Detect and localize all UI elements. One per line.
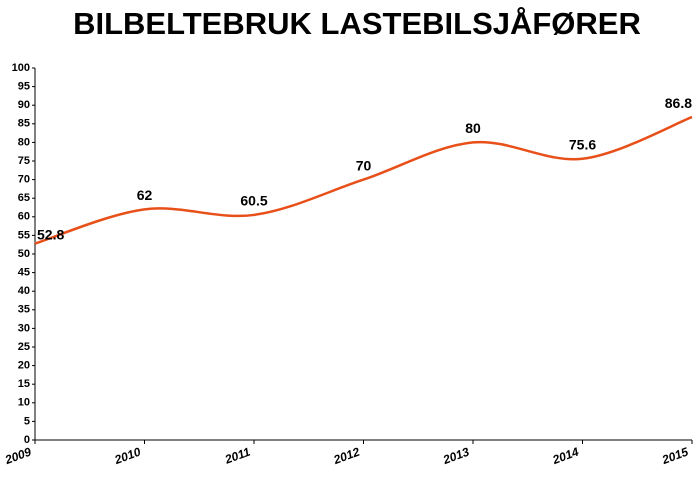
y-tick-label: 65 (18, 192, 30, 204)
data-label: 70 (356, 157, 372, 173)
x-tick-label: 2009 (2, 445, 33, 468)
line (34, 115, 693, 245)
y-tick-label: 15 (18, 378, 30, 390)
y-tick-label: 5 (24, 415, 30, 427)
data-label: 86.8 (665, 95, 692, 111)
chart-title: BILBELTEBRUK LASTEBILSJÅFØRER (73, 6, 641, 41)
y-tick-label: 80 (18, 136, 30, 148)
data-label: 80 (465, 120, 481, 136)
y-tick-label: 50 (18, 248, 30, 260)
data-label: 52.8 (37, 226, 64, 242)
y-tick-label: 20 (18, 360, 30, 372)
y-tick-label: 60 (18, 211, 30, 223)
x-tick-label: 2010 (112, 445, 143, 468)
y-tick-label: 0 (24, 434, 30, 446)
x-tick-label: 2015 (659, 445, 690, 468)
y-tick-label: 90 (18, 99, 30, 111)
data-label: 75.6 (569, 136, 596, 152)
x-tick-label: 2014 (550, 445, 581, 468)
y-tick-label: 55 (18, 229, 30, 241)
y-tick-label: 10 (18, 397, 30, 409)
y-tick-label: 100 (12, 62, 30, 74)
y-tick-label: 85 (18, 118, 30, 130)
y-tick-label: 95 (18, 81, 30, 93)
y-tick-label: 45 (18, 267, 30, 279)
y-tick-label: 75 (18, 155, 30, 167)
y-tick-label: 70 (18, 174, 30, 186)
data-label: 60.5 (240, 193, 267, 209)
y-tick-label: 25 (18, 341, 30, 353)
x-tick-label: 2012 (331, 445, 362, 468)
y-tick-label: 40 (18, 285, 30, 297)
x-tick-label: 2011 (222, 445, 252, 467)
y-tick-label: 35 (18, 304, 30, 316)
x-tick-label: 2013 (440, 445, 471, 468)
data-label: 62 (137, 187, 153, 203)
y-tick-label: 30 (18, 322, 30, 334)
